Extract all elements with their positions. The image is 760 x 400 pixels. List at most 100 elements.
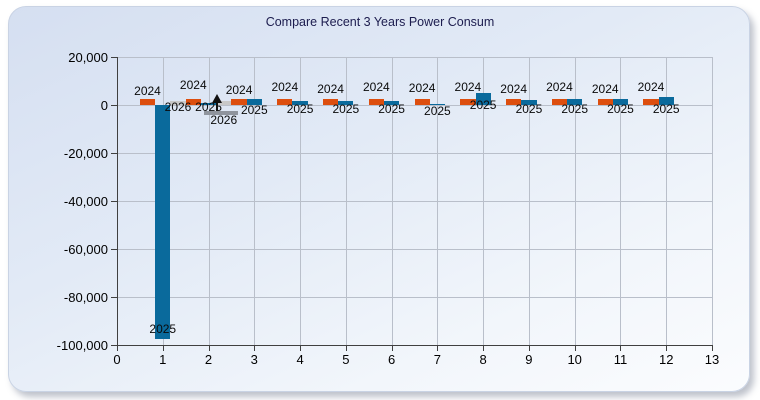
bar-2024-month-8[interactable] xyxy=(460,99,476,105)
bar-2024-month-12[interactable] xyxy=(643,99,659,105)
y-axis-label: -80,000 xyxy=(63,290,108,305)
y-tick xyxy=(111,153,117,154)
bar-2025-month-3[interactable] xyxy=(246,99,262,105)
gridline-v xyxy=(300,57,302,345)
gridline-v xyxy=(437,57,439,345)
x-axis-label: 9 xyxy=(525,352,533,367)
bar-2026-month-2[interactable] xyxy=(216,101,232,105)
y-axis-label: 20,000 xyxy=(68,50,108,65)
y-tick xyxy=(111,57,117,58)
bar-2024-month-11[interactable] xyxy=(597,99,613,105)
gridline-v xyxy=(574,57,576,345)
bar-label-2024-month-5: 2024 xyxy=(317,82,344,96)
bar-2024-month-5[interactable] xyxy=(322,99,339,105)
x-axis-label: 12 xyxy=(658,352,674,367)
gridline-v xyxy=(345,57,347,345)
bar-2025-month-2[interactable] xyxy=(200,103,217,105)
gridline-v xyxy=(666,57,668,345)
x-axis-label: 2 xyxy=(204,352,213,367)
y-axis-label: -20,000 xyxy=(63,146,108,161)
bar-label-2025-month-9: 2025 xyxy=(515,102,543,116)
x-axis-label: 7 xyxy=(433,352,441,367)
x-tick xyxy=(483,345,485,351)
bar-label-2025-month-12: 2025 xyxy=(652,102,680,116)
bar-2025-month-8[interactable] xyxy=(475,93,491,105)
cursor-arrow xyxy=(212,94,222,103)
bar-label-2024-month-6: 2024 xyxy=(362,80,390,94)
bar-2024-month-4[interactable] xyxy=(277,99,293,105)
bar-2025-month-4[interactable] xyxy=(292,101,308,105)
x-tick xyxy=(162,345,164,351)
bar-label-2025-month-10: 2025 xyxy=(561,102,589,116)
x-axis-label: 6 xyxy=(387,352,396,367)
gridline-v xyxy=(528,57,530,345)
x-tick xyxy=(391,345,393,351)
bar-2025-month-5[interactable] xyxy=(338,101,354,105)
gridline-h xyxy=(117,105,712,106)
x-axis-label: 10 xyxy=(567,352,582,367)
gridline-v xyxy=(208,57,210,345)
gridline-h xyxy=(117,153,712,154)
y-axis-label: -100,000 xyxy=(56,338,108,353)
bar-2024-month-2[interactable] xyxy=(185,99,201,105)
x-tick xyxy=(208,345,210,351)
y-axis-label: -40,000 xyxy=(63,194,108,209)
bar-label-2026-month-1: 2026 xyxy=(164,100,192,114)
bar-label-2024-month-11: 2024 xyxy=(591,82,619,96)
x-axis-label: 13 xyxy=(704,352,720,367)
bar-2024-month-10[interactable] xyxy=(551,99,568,105)
y-tick xyxy=(111,345,117,346)
y-tick xyxy=(111,105,117,106)
x-axis-label: 0 xyxy=(113,352,121,367)
bar-label-2024-month-12: 2024 xyxy=(637,80,665,94)
x-axis-label: 3 xyxy=(250,352,258,367)
bar-label-2025-month-6: 2025 xyxy=(378,102,405,116)
gridline-v xyxy=(483,57,485,345)
cursor-arrow-stem xyxy=(216,102,218,111)
x-tick xyxy=(437,345,439,351)
x-tick xyxy=(666,345,668,351)
gridline-h xyxy=(117,249,712,250)
bar-2025-month-7[interactable] xyxy=(429,104,445,106)
bar-2024-month-1[interactable] xyxy=(139,99,156,105)
bar-label-2025-month-11: 2025 xyxy=(607,102,634,116)
y-tick xyxy=(111,297,117,298)
bar-2026-month-1[interactable] xyxy=(170,101,186,105)
bar-2024-month-3[interactable] xyxy=(231,99,247,105)
bar-2024-month-7[interactable] xyxy=(414,99,430,105)
bar-label-2025-month-1: 2025 xyxy=(149,322,177,336)
x-axis-label: 1 xyxy=(159,352,167,367)
bar-label-2026-month-2: 2026 xyxy=(210,113,238,127)
bar-2025-month-10[interactable] xyxy=(567,99,583,105)
bar-2025-month-12[interactable] xyxy=(658,97,674,105)
bar-label-2024-month-4: 2024 xyxy=(271,80,299,94)
gridline-v xyxy=(391,57,393,345)
bar-2024-month-6[interactable] xyxy=(368,99,384,105)
x-tick xyxy=(574,345,576,351)
gridline-h xyxy=(117,57,712,58)
x-axis-label: 5 xyxy=(342,352,350,367)
bar-label-2025-month-2: 2025 xyxy=(195,100,222,114)
gridline-v xyxy=(620,57,622,345)
bar-2024-month-9[interactable] xyxy=(506,99,522,105)
bar-label-2024-month-1: 2024 xyxy=(134,84,161,98)
y-axis-label: 0 xyxy=(100,98,108,113)
bar-2025-month-9[interactable] xyxy=(521,99,537,105)
cursor-underline xyxy=(204,111,238,115)
x-axis-label: 4 xyxy=(296,352,304,367)
bar-2025-month-11[interactable] xyxy=(612,99,629,105)
bar-2025-month-6[interactable] xyxy=(383,100,400,105)
chart-title: Compare Recent 3 Years Power Consum xyxy=(265,15,495,29)
chart-panel xyxy=(8,6,750,392)
x-axis-line xyxy=(117,345,712,346)
x-axis-label: 8 xyxy=(479,352,487,367)
gridline-h xyxy=(117,201,712,202)
gridline-h xyxy=(117,297,712,298)
x-tick xyxy=(712,345,713,351)
y-axis-label: -60,000 xyxy=(63,242,108,257)
bar-label-2025-month-5: 2025 xyxy=(332,102,360,116)
x-tick xyxy=(117,345,118,351)
gridline-v xyxy=(254,57,256,345)
bar-2025-month-1[interactable] xyxy=(155,105,171,339)
